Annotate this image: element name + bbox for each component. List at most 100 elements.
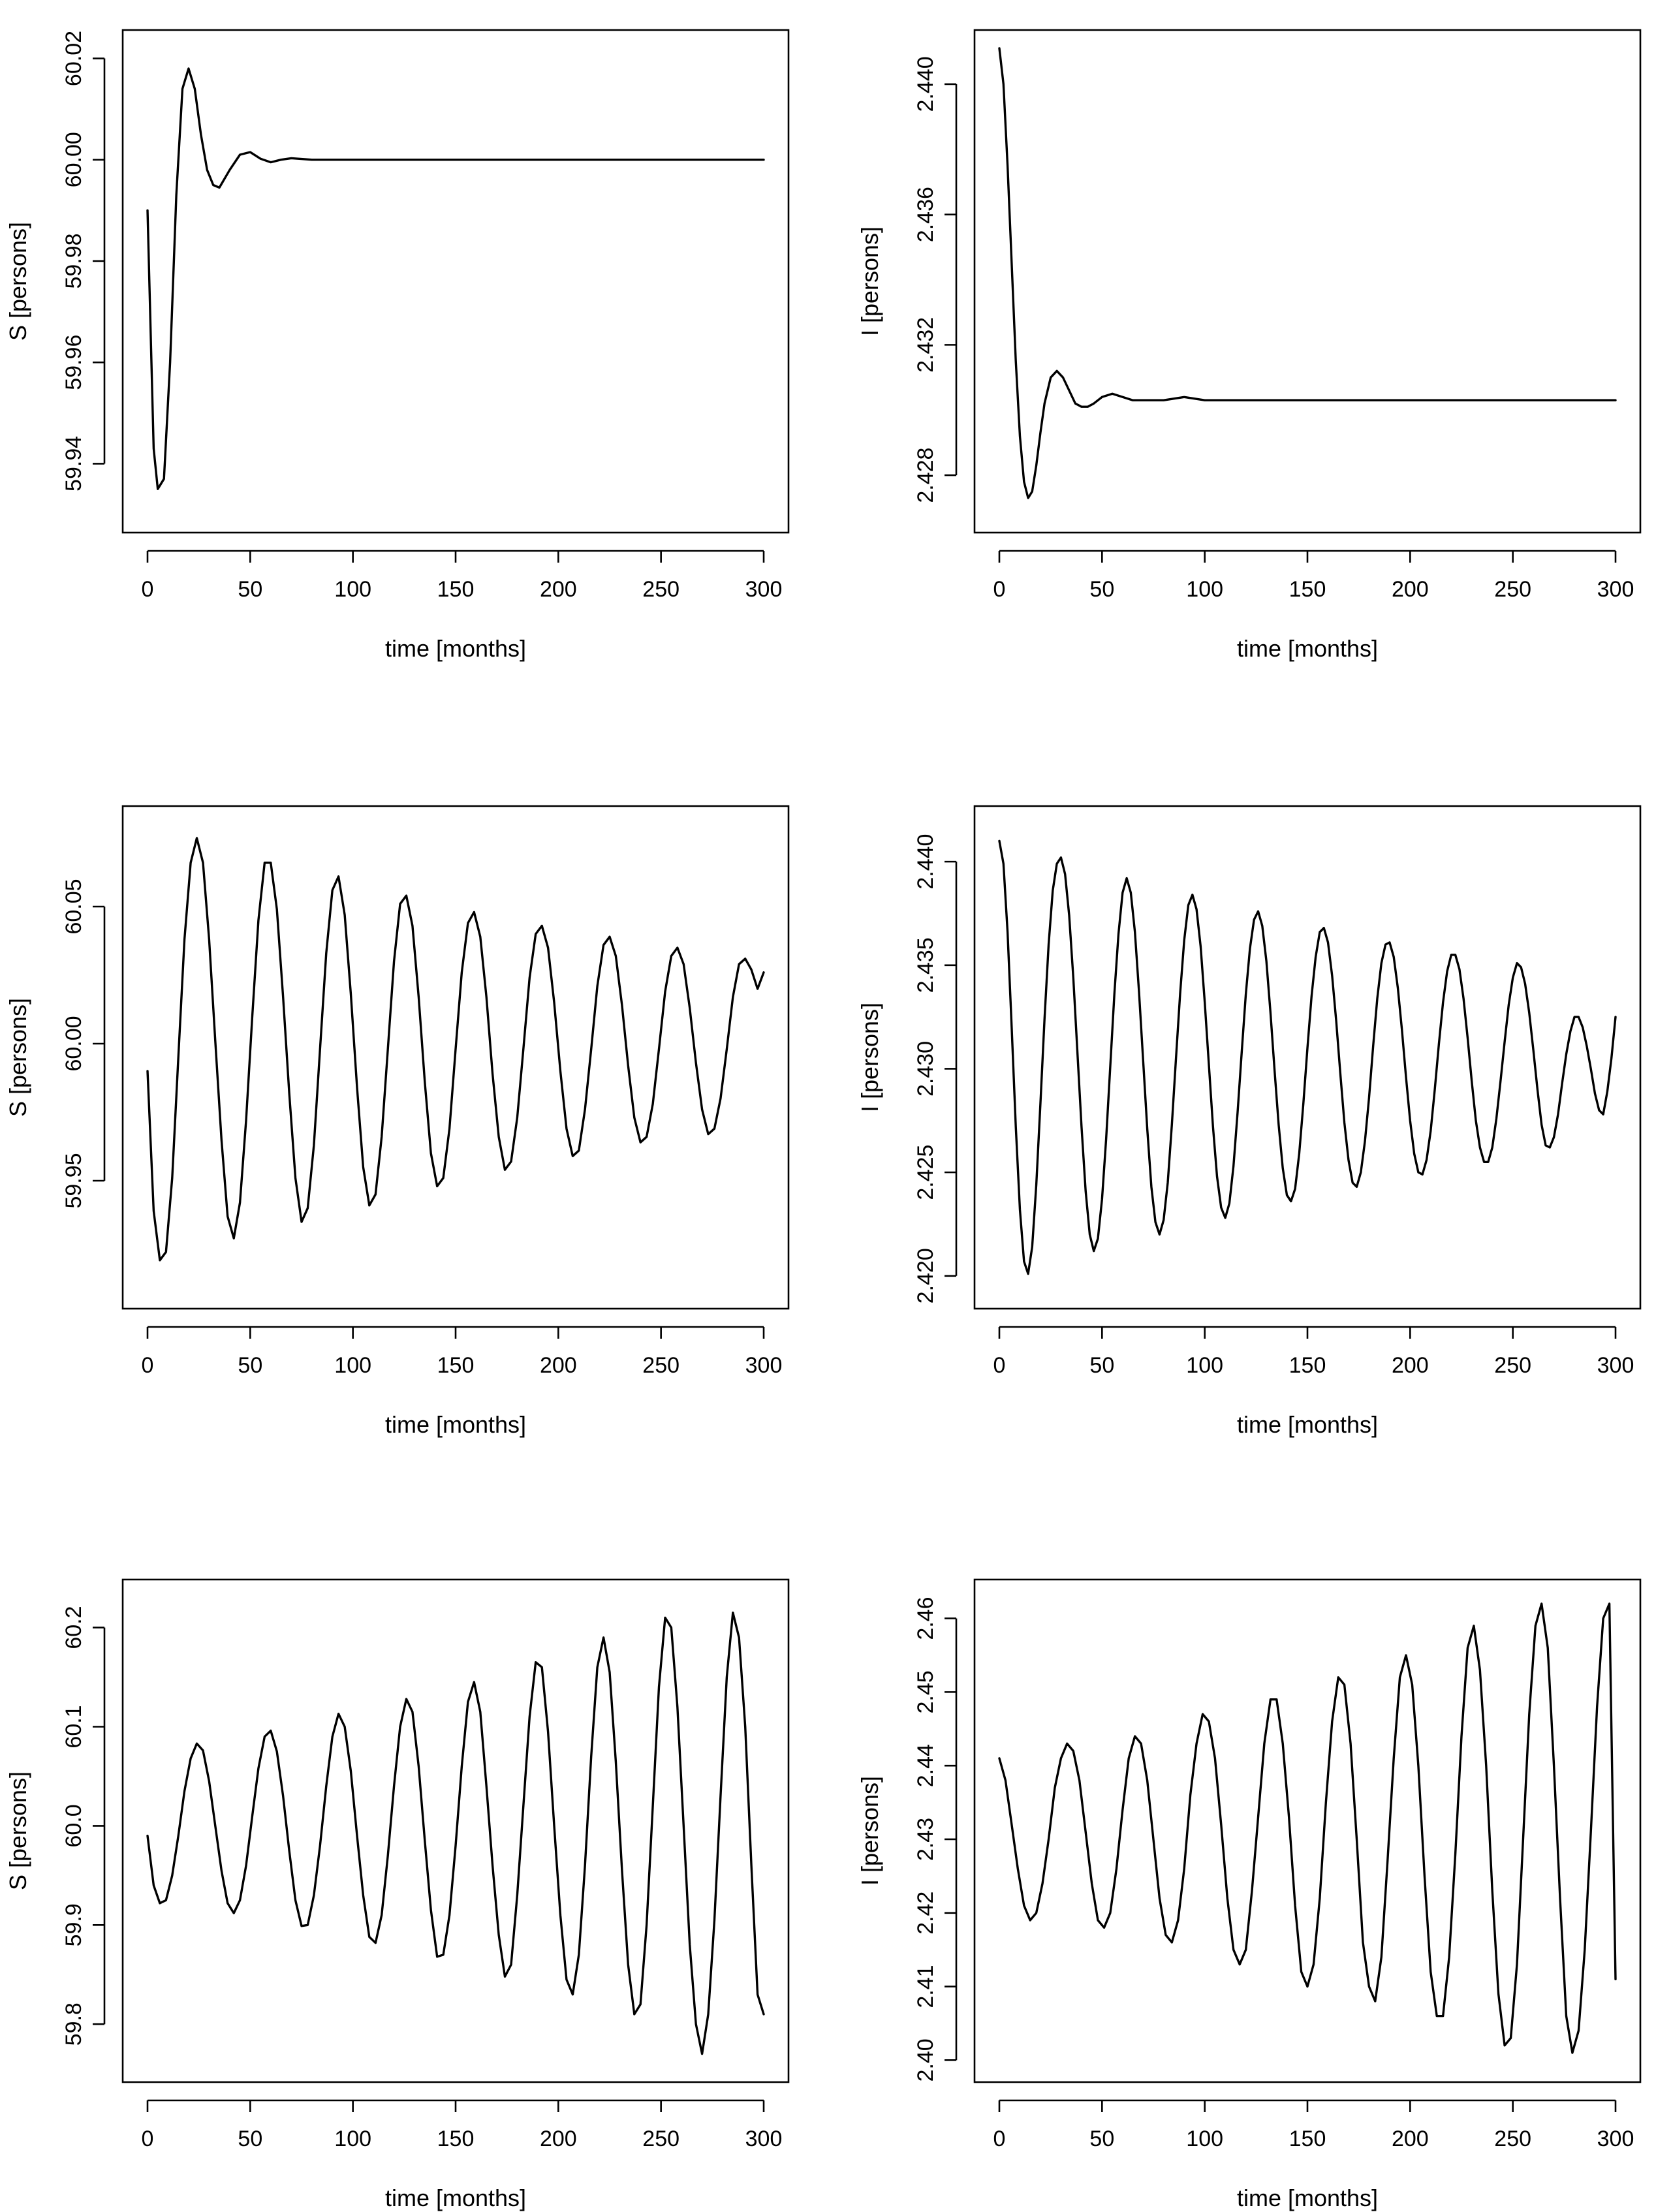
x-tick-label: 150: [437, 1353, 475, 1378]
x-tick-label: 250: [642, 2126, 680, 2151]
x-axis: 0 50 100 150 200 250 300 time [months]: [142, 1326, 783, 1438]
y-tick-label: 59.98: [61, 233, 86, 288]
y-tick-label: 59.96: [61, 335, 86, 390]
x-tick-label: 200: [540, 2126, 577, 2151]
x-tick-label: 0: [142, 577, 154, 602]
x-tick-label: 150: [1289, 2126, 1326, 2151]
x-tick-label: 300: [745, 577, 783, 602]
x-tick-label: 250: [1494, 1353, 1531, 1378]
series-line: [146, 67, 765, 490]
chart-panel: 0 50 100 150 200 250 300 time [months] 2.428 2.43…: [856, 29, 1642, 662]
y-axis-label: S [persons]: [5, 222, 31, 341]
x-axis: 0 50 100 150 200 250 300 time [months]: [993, 1326, 1634, 1438]
y-tick-label: 2.440: [913, 834, 938, 890]
x-axis-label: time [months]: [385, 1411, 526, 1438]
y-axis-label: S [persons]: [5, 1771, 31, 1890]
x-axis-label: time [months]: [385, 2185, 526, 2211]
x-tick-label: 50: [238, 1353, 262, 1378]
y-tick-label: 2.435: [913, 937, 938, 993]
x-tick-label: 50: [238, 2126, 262, 2151]
x-tick-label: 250: [1494, 577, 1531, 602]
x-tick-label: 200: [540, 577, 577, 602]
y-axis: 59.95 60.00 60.05 S [persons]: [5, 879, 106, 1209]
y-axis-label: I [persons]: [856, 1003, 883, 1112]
y-tick-label: 2.420: [913, 1248, 938, 1303]
x-tick-label: 100: [334, 577, 371, 602]
y-tick-label: 59.9: [61, 1903, 86, 1946]
y-tick-label: 2.45: [913, 1670, 938, 1713]
y-tick-label: 59.94: [61, 436, 86, 491]
x-tick-label: 0: [142, 1353, 154, 1378]
x-tick-label: 250: [642, 577, 680, 602]
series-line: [146, 1612, 765, 2055]
x-tick-label: 250: [1494, 2126, 1531, 2151]
y-tick-label: 2.432: [913, 317, 938, 373]
y-tick-label: 2.425: [913, 1145, 938, 1200]
x-tick-label: 300: [1597, 1353, 1634, 1378]
plot-frame: [121, 29, 790, 534]
x-tick-label: 100: [1186, 2126, 1223, 2151]
x-tick-label: 50: [1089, 2126, 1114, 2151]
y-tick-label: 2.428: [913, 448, 938, 503]
y-axis-label: S [persons]: [5, 998, 31, 1117]
x-tick-label: 100: [334, 1353, 371, 1378]
y-tick-label: 60.0: [61, 1804, 86, 1847]
y-axis-label: I [persons]: [856, 226, 883, 336]
x-tick-label: 200: [1392, 2126, 1429, 2151]
y-axis: 59.8 59.9 60.0 60.1 60.2 S [persons]: [5, 1606, 106, 2046]
x-tick-label: 150: [437, 2126, 475, 2151]
x-tick-label: 0: [993, 2126, 1006, 2151]
plot-frame: [973, 1578, 1642, 2083]
x-tick-label: 0: [993, 577, 1006, 602]
y-axis: 59.94 59.96 59.98 60.00 60.02 S [persons]: [5, 31, 106, 491]
y-tick-label: 2.436: [913, 187, 938, 242]
x-tick-label: 250: [642, 1353, 680, 1378]
y-axis: 2.428 2.432 2.436 2.440 I [persons]: [856, 56, 958, 503]
y-tick-label: 2.46: [913, 1597, 938, 1640]
x-tick-label: 200: [540, 1353, 577, 1378]
series-line: [998, 839, 1617, 1275]
y-tick-label: 2.44: [913, 1744, 938, 1787]
x-tick-label: 0: [142, 2126, 154, 2151]
plot-frame: [973, 29, 1642, 534]
x-tick-label: 50: [1089, 577, 1114, 602]
y-axis: 2.40 2.41 2.42 2.43 2.44 2.45 2.46 I [persons]: [856, 1597, 958, 2081]
x-tick-label: 200: [1392, 1353, 1429, 1378]
x-tick-label: 150: [1289, 1353, 1326, 1378]
x-tick-label: 50: [238, 577, 262, 602]
y-tick-label: 2.41: [913, 1965, 938, 2008]
plot-frame: [121, 805, 790, 1310]
y-tick-label: 60.00: [61, 1016, 86, 1071]
y-tick-label: 2.43: [913, 1818, 938, 1861]
x-axis: 0 50 100 150 200 250 300 time [months]: [993, 550, 1634, 662]
plot-frame: [121, 1578, 790, 2083]
x-tick-label: 150: [437, 577, 475, 602]
x-axis-label: time [months]: [1237, 1411, 1378, 1438]
x-axis: 0 50 100 150 200 250 300 time [months]: [142, 550, 783, 662]
x-axis-label: time [months]: [1237, 2185, 1378, 2211]
y-tick-label: 60.02: [61, 31, 86, 86]
x-tick-label: 300: [1597, 577, 1634, 602]
x-tick-label: 100: [1186, 1353, 1223, 1378]
x-tick-label: 300: [745, 1353, 783, 1378]
y-tick-label: 59.8: [61, 2002, 86, 2046]
x-axis: 0 50 100 150 200 250 300 time [months]: [142, 2099, 782, 2211]
y-tick-label: 2.42: [913, 1892, 938, 1935]
x-tick-label: 150: [1289, 577, 1326, 602]
y-axis-label: I [persons]: [856, 1776, 883, 1886]
y-tick-label: 2.40: [913, 2038, 938, 2081]
y-tick-label: 2.440: [913, 56, 938, 112]
y-tick-label: 59.95: [61, 1153, 86, 1208]
y-axis: 2.420 2.425 2.430 2.435 2.440 I [persons]: [856, 834, 958, 1303]
plot-frame: [973, 805, 1642, 1310]
y-tick-label: 60.00: [61, 132, 86, 187]
x-tick-label: 100: [1186, 577, 1223, 602]
chart-panel: 0 50 100 150 200 250 300 time [months] 59.8 59.9 6…: [5, 1578, 790, 2211]
chart-panel: 0 50 100 150 200 250 300 time [months] 59.95 60.0…: [5, 805, 790, 1438]
series-line: [998, 1602, 1617, 2054]
x-axis-label: time [months]: [1237, 635, 1378, 662]
